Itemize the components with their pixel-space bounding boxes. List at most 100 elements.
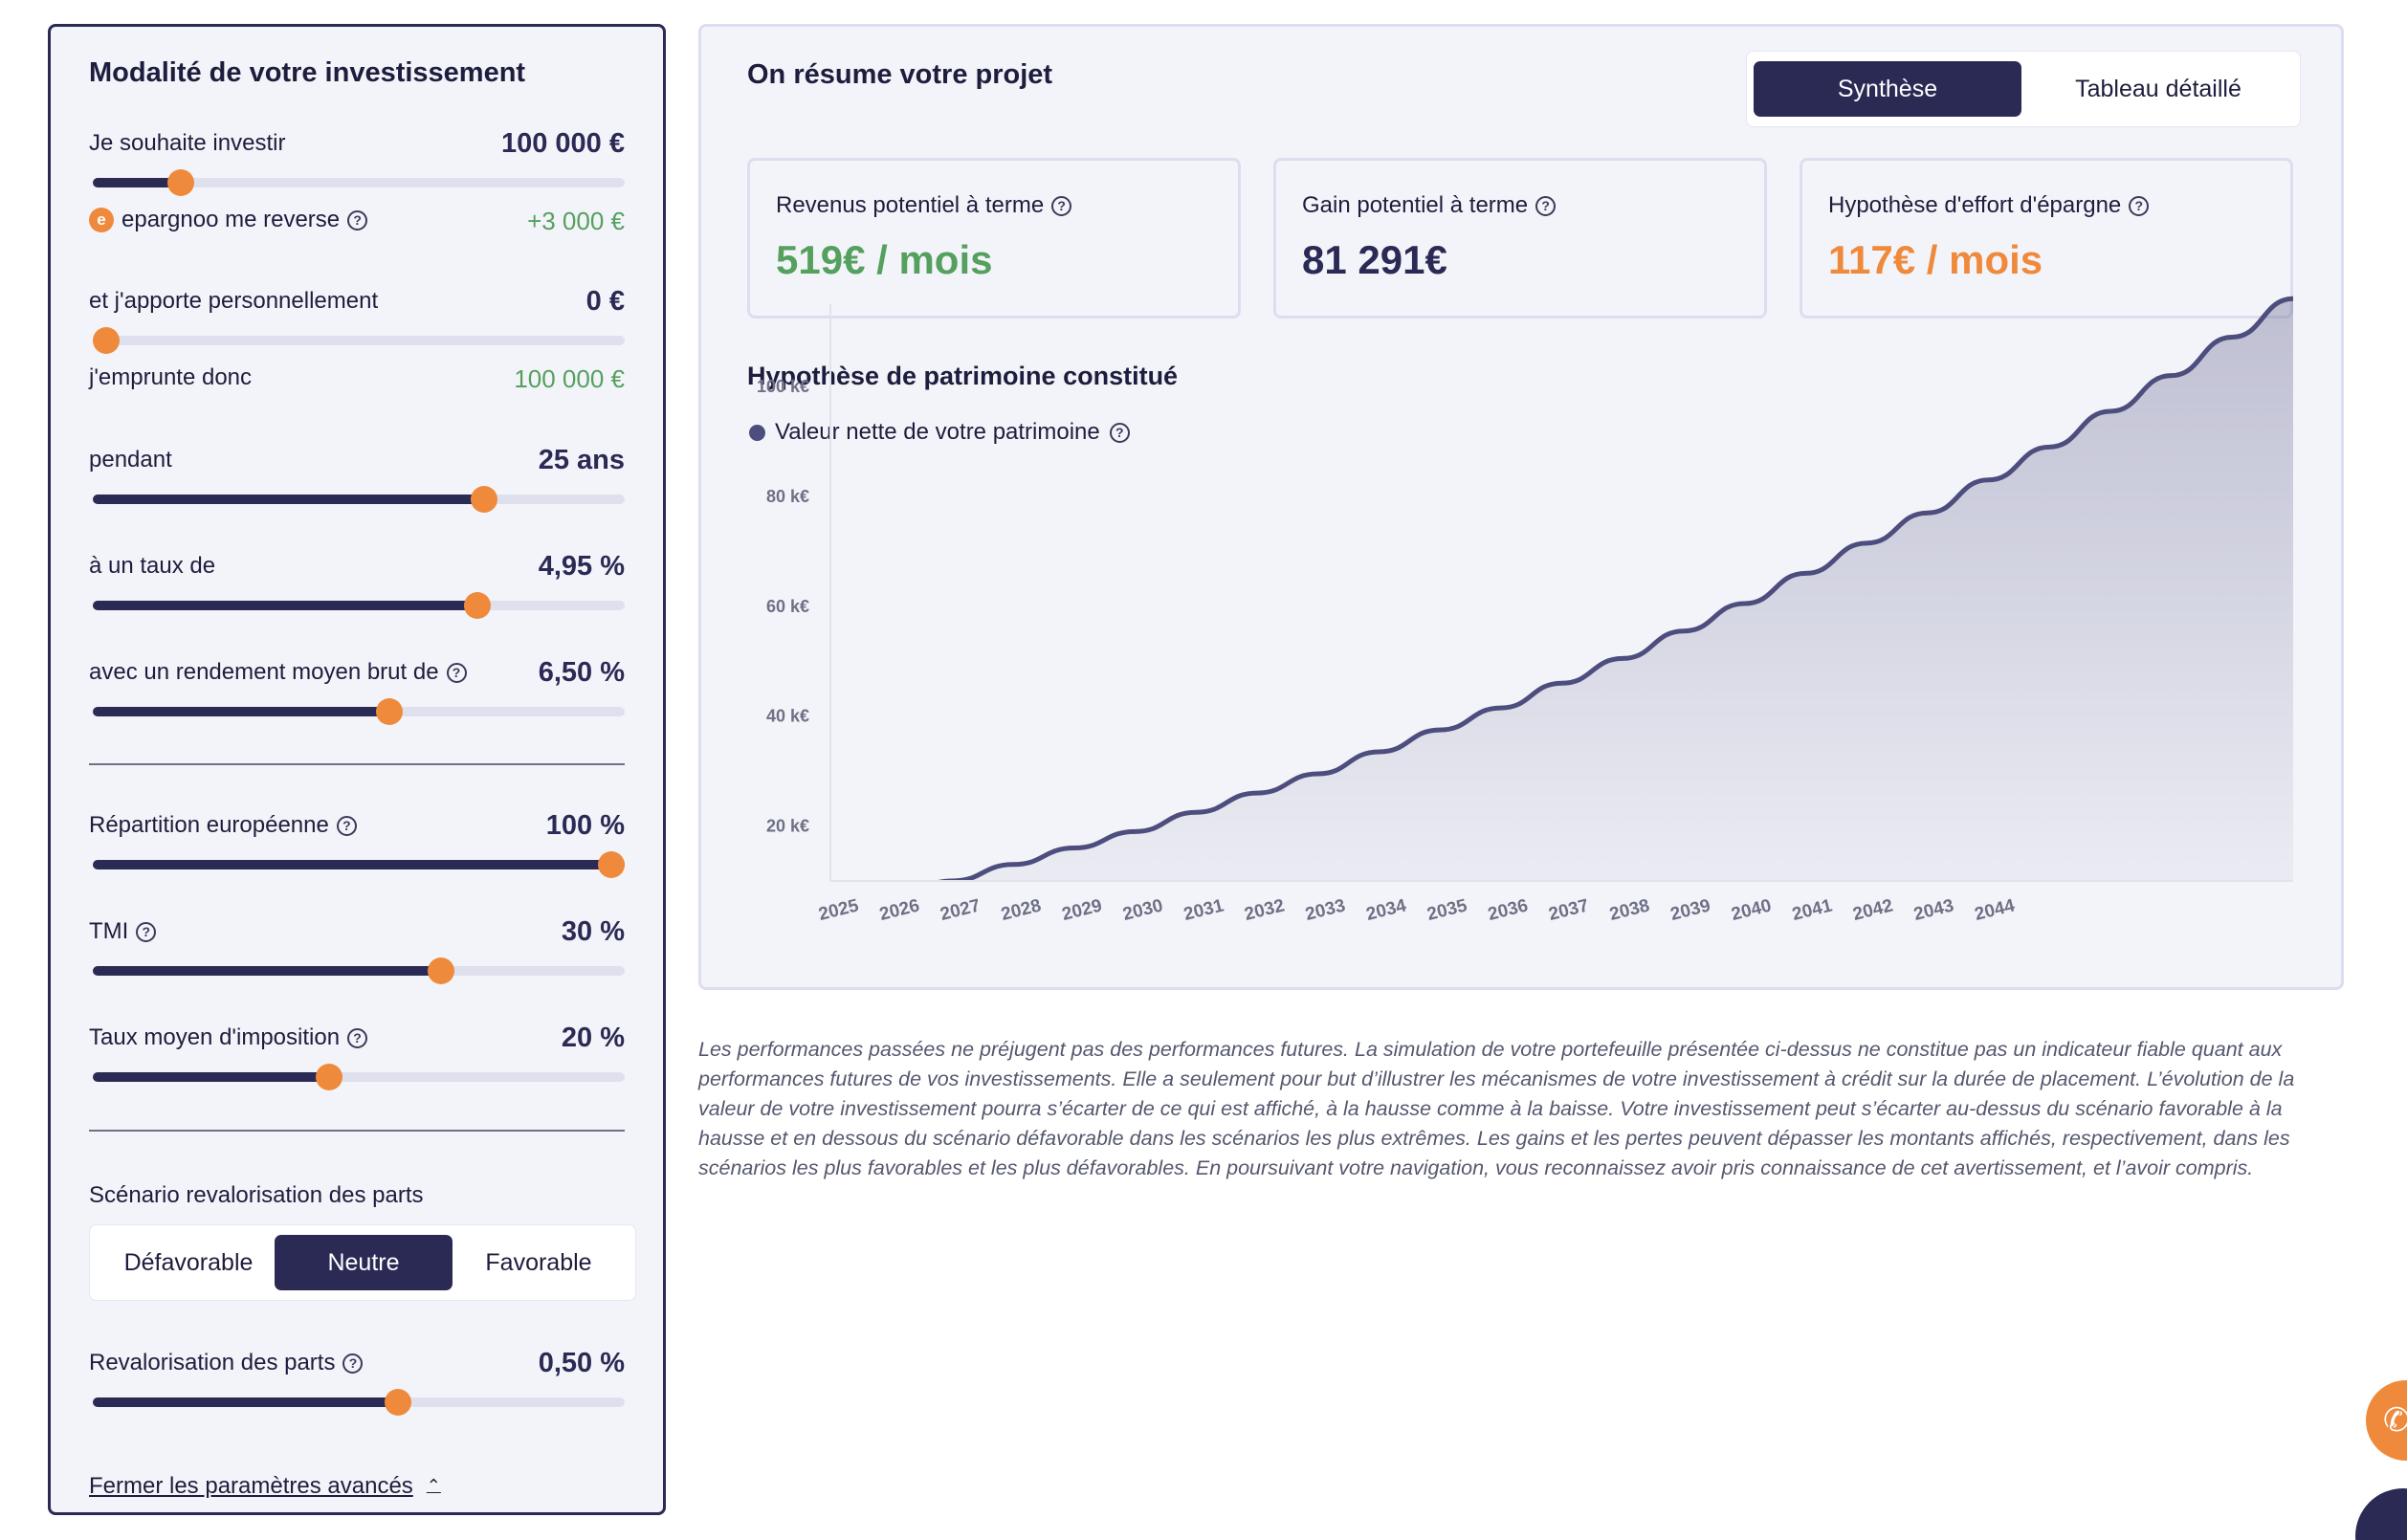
help-icon[interactable]: ? [342,1353,364,1374]
help-icon[interactable]: ? [1109,422,1130,443]
chart-title: Hypothèse de patrimoine constitué [747,362,1179,390]
taux-imposition-label: Taux moyen d'imposition [89,1024,341,1050]
repartition-slider-thumb[interactable] [598,851,625,878]
taux-imposition-slider-thumb[interactable] [315,1064,342,1090]
revalorisation-value: 0,50 % [538,1348,625,1378]
chart-y-tick-label: 20 k€ [766,817,809,836]
tab-synthese[interactable]: Synthèse [1754,61,2021,117]
chart-x-tick-label: 2031 [1181,895,1226,925]
emprunt-value: 100 000 € [514,364,625,393]
view-toggle: Synthèse Tableau détaillé [1746,51,2301,127]
taux-slider-thumb[interactable] [463,592,491,619]
emprunt-label: j'emprunte donc [89,364,253,390]
chat-button[interactable] [2355,1488,2407,1540]
taux-imposition-slider[interactable] [93,1064,625,1090]
repartition-value: 100 % [545,810,625,841]
call-button[interactable]: ✆ [2366,1380,2407,1461]
help-icon[interactable]: ? [136,921,157,942]
help-icon[interactable]: ? [1051,195,1072,216]
help-icon[interactable]: ? [446,662,467,683]
taux-imposition-value: 20 % [561,1023,625,1053]
chart-x-tick-label: 2036 [1486,895,1530,925]
chart-x-tick-label: 2034 [1364,895,1409,925]
revalorisation-label: Revalorisation des parts [89,1350,336,1375]
kpi-gain-label: Gain potentiel à terme [1302,192,1529,218]
kpi-effort-label: Hypothèse d'effort d'épargne [1828,192,2122,218]
invest-slider[interactable] [93,169,625,196]
chart-x-tick-label: 2044 [1973,895,2018,925]
epargnoo-logo-icon: e [89,208,114,232]
taux-imposition-label-group: Taux moyen d'imposition ? [89,1024,368,1051]
apport-label: et j'apporte personnellement [89,288,379,314]
chart-x-tick-label: 2040 [1730,895,1774,925]
kpi-revenus-card: Revenus potentiel à terme ? 519€ / mois [747,158,1241,319]
chart-x-tick-label: 2035 [1425,895,1470,925]
apport-slider[interactable] [93,327,625,354]
chart-y-tick-label: 100 k€ [757,377,809,396]
tmi-label-group: TMI ? [89,918,157,945]
chart-y-tick-label: 60 k€ [766,597,809,616]
scenario-row: Scénario revalorisation des parts [89,1182,625,1221]
tmi-label: TMI [89,918,129,944]
reverse-label: epargnoo me reverse [121,207,341,232]
apport-value: 0 € [585,286,625,317]
repartition-label: Répartition européenne [89,812,329,838]
scenario-favorable-button[interactable]: Favorable [485,1248,592,1276]
help-icon[interactable]: ? [2129,195,2150,216]
rendement-slider-fill [93,707,389,716]
taux-imposition-slider-fill [93,1072,329,1082]
kpi-effort-label-group: Hypothèse d'effort d'épargne ? [1828,192,2150,219]
scenario-label: Scénario revalorisation des parts [89,1182,424,1208]
chart-x-tick-label: 2025 [817,895,862,925]
apport-slider-thumb[interactable] [93,327,120,354]
chart-x-tick-label: 2032 [1243,895,1287,925]
tmi-slider-thumb[interactable] [428,957,455,984]
project-summary-panel: On résume votre projet Synthèse Tableau … [698,24,2344,990]
reverse-label-group: e epargnoo me reverse ? [89,207,368,233]
reverse-row: e epargnoo me reverse ? +3 000 € [89,207,625,245]
invest-value: 100 000 € [500,128,625,159]
kpi-effort-value: 117€ / mois [1828,237,2043,282]
scenario-selector: Défavorable Neutre Favorable [89,1224,636,1301]
taux-slider[interactable] [93,592,625,619]
chart-x-tick-label: 2026 [877,895,921,925]
tmi-value: 30 % [561,916,625,947]
chart-area-fill [830,298,2293,881]
help-icon[interactable]: ? [347,1027,368,1048]
help-icon[interactable]: ? [1535,195,1557,216]
repartition-slider[interactable] [93,851,625,878]
rendement-slider[interactable] [93,698,625,725]
help-icon[interactable]: ? [347,209,368,231]
revalorisation-slider-fill [93,1397,398,1407]
tab-tableau-detaille[interactable]: Tableau détaillé [2075,75,2241,102]
duree-slider-thumb[interactable] [470,486,497,513]
emprunt-row: j'emprunte donc 100 000 € [89,364,625,403]
taux-imposition-row: Taux moyen d'imposition ? 20 % [89,1023,625,1063]
rendement-value: 6,50 % [538,657,625,688]
kpi-gain-card: Gain potentiel à terme ? 81 291€ [1273,158,1767,319]
chart-y-tick-label: 80 k€ [766,487,809,506]
chart-x-tick-label: 2033 [1303,895,1347,925]
apport-row: et j'apporte personnellement 0 € [89,286,625,326]
invest-slider-thumb[interactable] [166,169,194,196]
revalorisation-slider[interactable] [93,1389,625,1416]
kpi-revenus-value: 519€ / mois [776,237,993,282]
help-icon[interactable]: ? [336,815,357,836]
rendement-slider-thumb[interactable] [375,698,403,725]
chart-x-tick-label: 2037 [1547,895,1591,925]
duree-slider[interactable] [93,486,625,513]
close-advanced-settings-link[interactable]: Fermer les paramètres avancés ⌃ [89,1473,441,1500]
kpi-revenus-label: Revenus potentiel à terme [776,192,1045,218]
duree-row: pendant 25 ans [89,445,625,485]
scenario-defavorable-button[interactable]: Défavorable [123,1248,254,1276]
revalorisation-slider-thumb[interactable] [384,1389,411,1416]
revalorisation-label-group: Revalorisation des parts ? [89,1350,364,1376]
section-divider [89,763,625,765]
chart-x-tick-label: 2042 [1851,895,1895,925]
kpi-gain-label-group: Gain potentiel à terme ? [1302,192,1557,219]
tmi-slider[interactable] [93,957,625,984]
duree-label: pendant [89,447,172,473]
scenario-neutre-button[interactable]: Neutre [275,1235,453,1290]
summary-title: On résume votre projet [747,59,1053,90]
taux-slider-fill [93,601,477,610]
